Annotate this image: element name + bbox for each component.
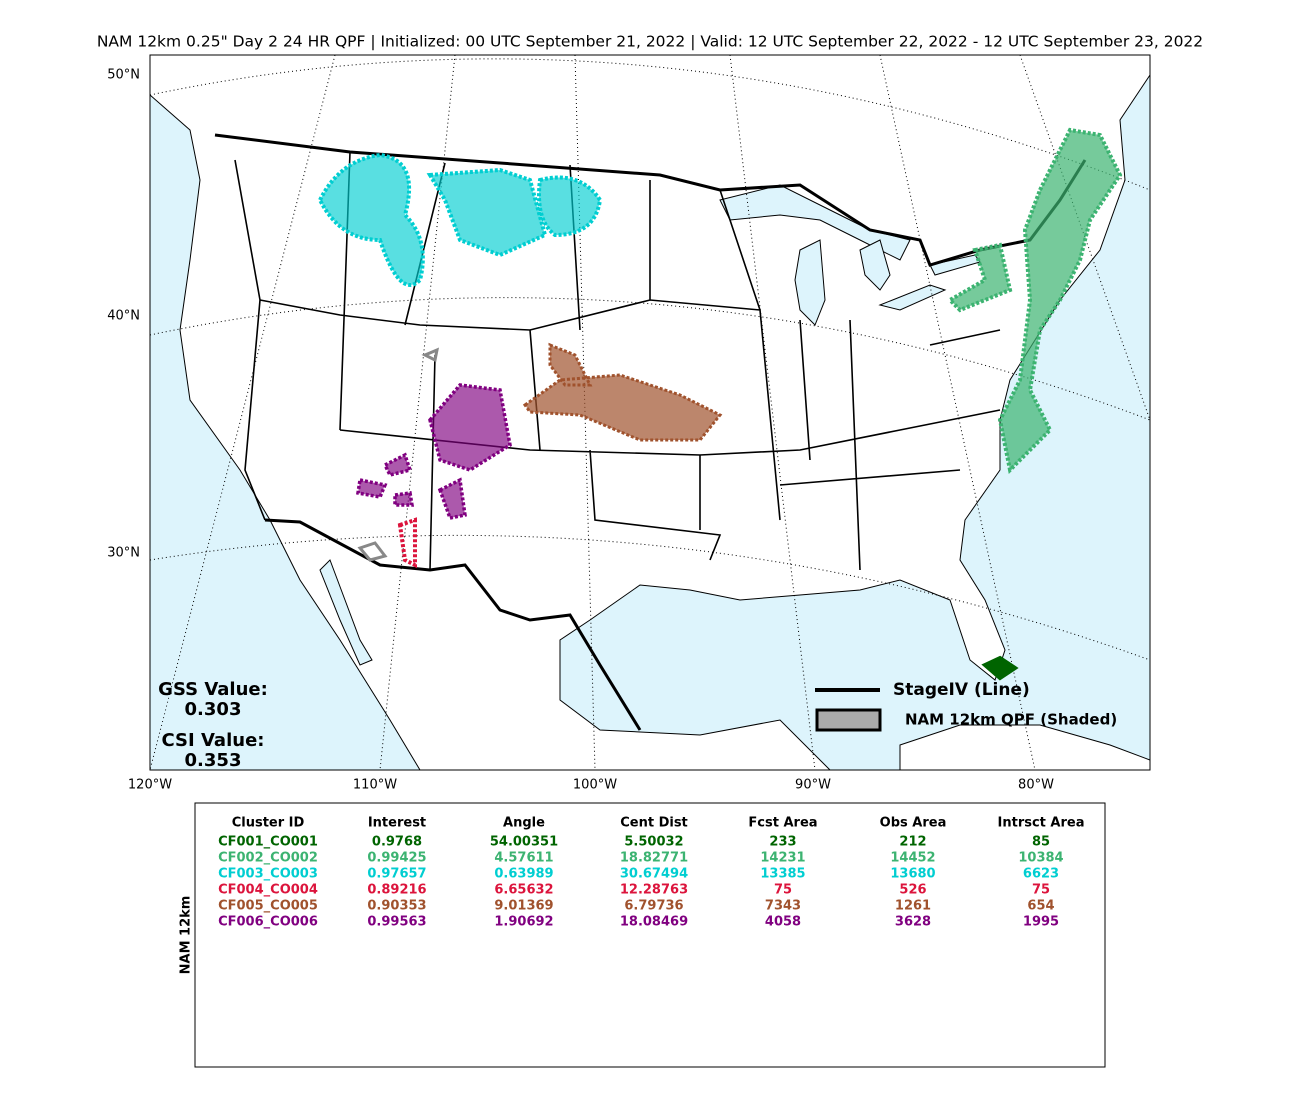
lon-label: 110°W: [353, 778, 397, 793]
table-cell: CF004_CO004: [218, 883, 318, 898]
table-frame: [194, 802, 1106, 1068]
score-value: 0.303: [185, 699, 242, 720]
legend-label: NAM 12km QPF (Shaded): [905, 711, 1117, 729]
cluster-cf003: [426, 167, 603, 258]
table-cell: 6623: [1023, 867, 1059, 882]
table-header: Interest: [368, 816, 426, 831]
table-cell: 6.65632: [494, 883, 553, 898]
table-cell: 1261: [895, 899, 931, 914]
lake-superior: [719, 184, 911, 261]
cluster-cf002: [946, 127, 1123, 475]
table-cell: 75: [1032, 883, 1050, 898]
table-cell: CF006_CO006: [218, 915, 318, 930]
table-cell: 9.01369: [494, 899, 553, 914]
table-header: Obs Area: [880, 816, 947, 831]
lat-label: 40°N: [107, 309, 140, 324]
lat-label: 50°N: [107, 68, 140, 83]
table-cell: 0.89216: [367, 883, 426, 898]
other-contours: [357, 347, 440, 562]
map: [150, 55, 1150, 770]
table-cell: 212: [899, 835, 926, 850]
cluster-cf006: [356, 383, 512, 521]
table-cell: 6.79736: [624, 899, 683, 914]
graticule: [1019, 55, 1150, 421]
table-header: Angle: [503, 816, 545, 831]
graticule: [150, 58, 1150, 191]
legend: [815, 688, 882, 732]
lon-label: 80°W: [1018, 778, 1054, 793]
table-cell: 14231: [760, 851, 805, 866]
lake-huron: [859, 239, 891, 291]
table-cell: 0.99425: [367, 851, 426, 866]
table-cell: 7343: [765, 899, 801, 914]
score-label: CSI Value:: [162, 730, 265, 751]
table-cell: 14452: [890, 851, 935, 866]
table-cell: 30.67494: [620, 867, 688, 882]
table-cell: 233: [769, 835, 796, 850]
table-cell: 12.28763: [620, 883, 688, 898]
table-cell: 1995: [1023, 915, 1059, 930]
table-cell: CF005_CO005: [218, 899, 318, 914]
table-cell: 1.90692: [494, 915, 553, 930]
map-frame: [149, 54, 1151, 771]
table-cell: CF002_CO002: [218, 851, 318, 866]
table-header: Cluster ID: [232, 816, 305, 831]
graticule: [150, 297, 1150, 421]
title: NAM 12km 0.25" Day 2 24 HR QPF | Initial…: [97, 33, 1203, 51]
cluster-cf004: [397, 517, 417, 569]
table-cell: 5.50032: [624, 835, 683, 850]
lat-label: 30°N: [107, 546, 140, 561]
state-borders: [234, 151, 1001, 571]
table-cell: CF001_CO001: [218, 835, 318, 850]
lon-label: 100°W: [573, 778, 617, 793]
table-cell: 0.99563: [367, 915, 426, 930]
table-cell: 18.82771: [620, 851, 688, 866]
clusters: [317, 127, 1123, 681]
us-mexico-border: [264, 518, 642, 731]
table-cell: 13680: [890, 867, 935, 882]
table-header: Intrsct Area: [998, 816, 1085, 831]
table-cell: 4058: [765, 915, 801, 930]
lon-label: 120°W: [128, 778, 172, 793]
legend-swatch: [815, 708, 882, 732]
lake-michigan: [794, 239, 826, 326]
cluster-cf003: [317, 152, 425, 287]
table-cell: 0.90353: [367, 899, 426, 914]
gulf-of-california: [319, 559, 373, 666]
table-side-label: NAM 12km: [179, 896, 194, 975]
table-cell: 4.57611: [494, 851, 553, 866]
table-cell: 85: [1032, 835, 1050, 850]
table-cell: 3628: [895, 915, 931, 930]
lon-label: 90°W: [795, 778, 831, 793]
table-cell: 10384: [1018, 851, 1063, 866]
score-value: 0.353: [185, 750, 242, 771]
table-cell: 13385: [760, 867, 805, 882]
table-header: Cent Dist: [620, 816, 688, 831]
table-cell: 0.9768: [372, 835, 422, 850]
table-cell: 654: [1027, 899, 1054, 914]
legend-label: StageIV (Line): [893, 680, 1030, 700]
graticule: [729, 55, 816, 770]
cluster-cf005: [522, 342, 723, 442]
table-cell: 526: [899, 883, 926, 898]
table-cell: 18.08469: [620, 915, 688, 930]
score-label: GSS Value:: [158, 679, 268, 700]
table-header: Fcst Area: [748, 816, 817, 831]
cluster-cf001: [981, 655, 1019, 681]
table-cell: 0.97657: [367, 867, 426, 882]
cuba: [899, 724, 1150, 770]
table-cell: CF003_CO003: [218, 867, 318, 882]
table-cell: 54.00351: [490, 835, 558, 850]
table-cell: 75: [774, 883, 792, 898]
table-cell: 0.63989: [494, 867, 553, 882]
